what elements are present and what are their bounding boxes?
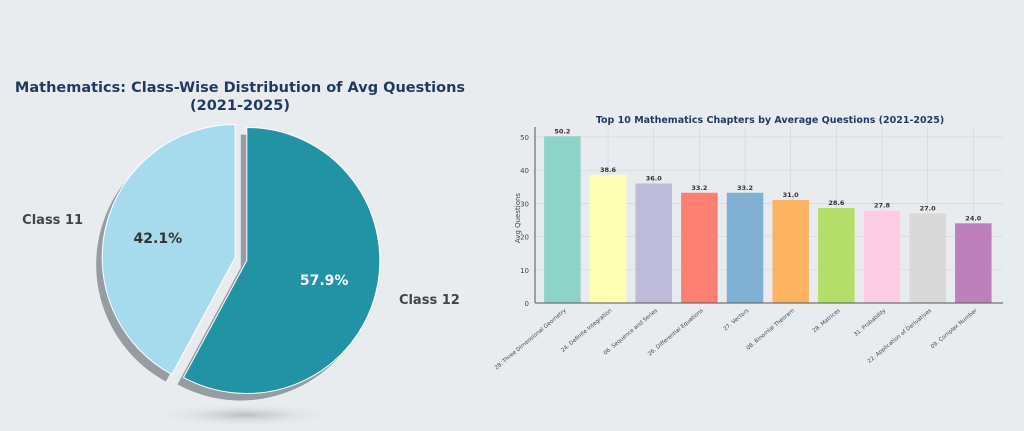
pie-slice-class-12 — [182, 126, 381, 394]
bar-value-label: 27.8 — [874, 202, 891, 210]
x-tick-label: 08. Binomial Theorem — [746, 308, 796, 352]
bar — [544, 136, 581, 303]
bar-ylabel: Avg Questions — [514, 193, 522, 243]
pie-chart: 57.9% Class 12 42.1% Class 11 — [22, 124, 460, 401]
bar-chart: 0 10 20 30 40 50 50.2 28. Three Dimensional Geo… — [494, 127, 1003, 371]
pie-pct-label: 42.1% — [134, 231, 183, 247]
bar — [772, 200, 809, 303]
y-tick-label: 20 — [520, 234, 529, 242]
bar-value-label: 33.2 — [691, 184, 707, 192]
x-tick-label: 27. Vectors — [723, 308, 751, 333]
bar-value-label: 28.6 — [828, 199, 845, 207]
bar — [635, 183, 672, 303]
y-tick-label: 0 — [525, 300, 529, 308]
bar-value-label: 31.0 — [783, 191, 800, 199]
pie-floor-shadow — [150, 403, 340, 427]
pie-slice-label: Class 12 — [399, 293, 460, 308]
y-tick-label: 10 — [520, 267, 529, 275]
bar-value-label: 36.0 — [646, 174, 663, 182]
x-tick-label: 28. Three Dimensional Geometry — [494, 307, 568, 371]
pie-slice-label: Class 11 — [22, 213, 83, 228]
bar — [818, 208, 855, 303]
bar — [955, 223, 992, 303]
bar-value-label: 33.2 — [737, 184, 753, 192]
bar-title: Top 10 Mathematics Chapters by Average Q… — [596, 115, 944, 126]
pie-pct-label: 57.9% — [300, 273, 349, 289]
bar-value-label: 50.2 — [554, 127, 570, 135]
y-tick-label: 40 — [520, 167, 529, 175]
bar — [863, 210, 901, 303]
bar — [589, 174, 627, 303]
bar — [681, 192, 718, 303]
pie-subtitle: (2021-2025) — [190, 98, 290, 114]
pie-slice-class-11 — [101, 124, 236, 376]
x-tick-label: 26. Differential Equations — [647, 308, 705, 358]
y-tick-label: 50 — [520, 134, 529, 142]
bar — [909, 213, 946, 303]
x-tick-label: 24. Definite Integration — [560, 308, 613, 354]
x-tick-label: 31. Probability — [853, 307, 888, 338]
pie-title: Mathematics: Class-Wise Distribution of … — [15, 80, 465, 96]
x-tick-label: 28. Matrices — [812, 308, 842, 334]
bar-value-label: 38.6 — [600, 166, 617, 174]
bar — [726, 192, 764, 303]
y-tick-label: 30 — [520, 200, 529, 208]
bar-value-label: 24.0 — [965, 214, 982, 222]
bar-value-label: 27.0 — [920, 204, 937, 212]
x-tick-label: 09. Complex Number — [930, 307, 979, 350]
